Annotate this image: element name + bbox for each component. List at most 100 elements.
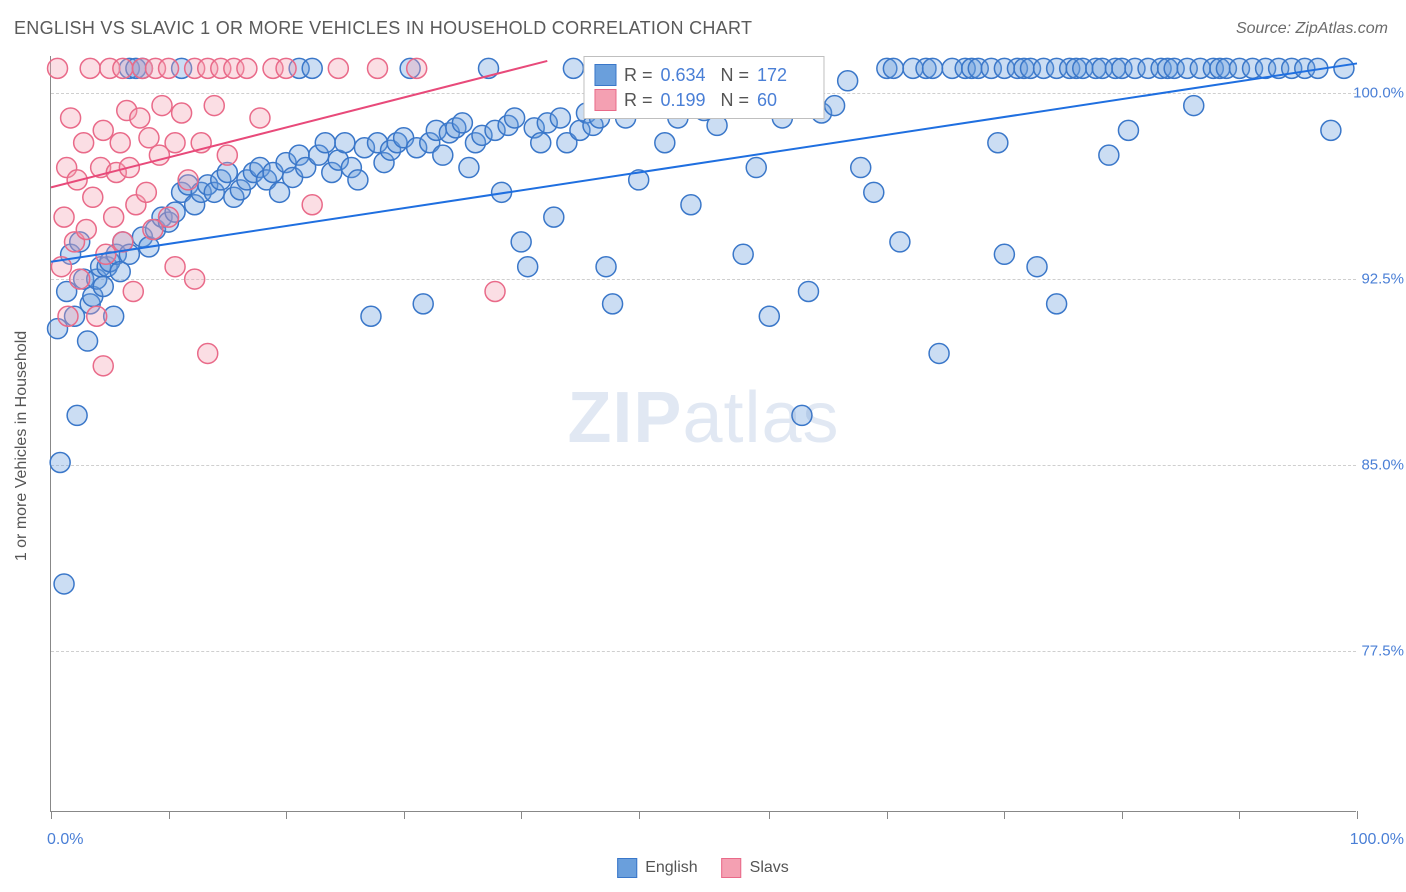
data-point xyxy=(1184,96,1204,116)
scatter-svg xyxy=(51,56,1356,811)
data-point xyxy=(78,331,98,351)
slavs-swatch-icon xyxy=(722,858,742,878)
data-point xyxy=(54,207,74,227)
legend-label-slavs: Slavs xyxy=(750,859,789,877)
data-point xyxy=(407,58,427,78)
data-point xyxy=(185,269,205,289)
data-point xyxy=(988,133,1008,153)
data-point xyxy=(550,108,570,128)
data-point xyxy=(165,133,185,153)
data-point xyxy=(994,244,1014,264)
data-point xyxy=(93,356,113,376)
data-point xyxy=(603,294,623,314)
bottom-legend: English Slavs xyxy=(617,858,789,878)
x-start-label: 0.0% xyxy=(47,831,83,849)
data-point xyxy=(93,277,113,297)
data-point xyxy=(531,133,551,153)
data-point xyxy=(250,108,270,128)
data-point xyxy=(54,574,74,594)
data-point xyxy=(1027,257,1047,277)
data-point xyxy=(890,232,910,252)
data-point xyxy=(759,306,779,326)
data-point xyxy=(178,170,198,190)
data-point xyxy=(929,343,949,363)
plot-area: 77.5%85.0%92.5%100.0% ZIPatlas R = 0.634… xyxy=(50,56,1356,812)
data-point xyxy=(413,294,433,314)
data-point xyxy=(139,128,159,148)
chart-container: ENGLISH VS SLAVIC 1 OR MORE VEHICLES IN … xyxy=(0,0,1406,892)
y-tick-label: 85.0% xyxy=(1361,456,1404,473)
data-point xyxy=(361,306,381,326)
data-point xyxy=(83,187,103,207)
data-point xyxy=(80,58,100,78)
data-point xyxy=(825,96,845,116)
data-point xyxy=(681,195,701,215)
slavs-n-value: 60 xyxy=(757,90,809,111)
data-point xyxy=(159,207,179,227)
chart-title: ENGLISH VS SLAVIC 1 OR MORE VEHICLES IN … xyxy=(14,18,752,39)
data-point xyxy=(518,257,538,277)
data-point xyxy=(61,108,81,128)
data-point xyxy=(459,158,479,178)
data-point xyxy=(198,343,218,363)
legend-item-english: English xyxy=(617,858,697,878)
data-point xyxy=(1099,145,1119,165)
data-point xyxy=(123,281,143,301)
data-point xyxy=(792,405,812,425)
data-point xyxy=(1047,294,1067,314)
data-point xyxy=(93,120,113,140)
data-point xyxy=(1118,120,1138,140)
data-point xyxy=(136,182,156,202)
data-point xyxy=(563,58,583,78)
data-point xyxy=(302,58,322,78)
english-r-value: 0.634 xyxy=(661,65,713,86)
data-point xyxy=(165,257,185,277)
data-point xyxy=(113,58,133,78)
data-point xyxy=(733,244,753,264)
data-point xyxy=(596,257,616,277)
english-swatch xyxy=(594,64,616,86)
data-point xyxy=(276,58,296,78)
data-point xyxy=(335,133,355,153)
y-axis-title: 1 or more Vehicles in Household xyxy=(13,331,31,561)
data-point xyxy=(452,113,472,133)
data-point xyxy=(302,195,322,215)
data-point xyxy=(864,182,884,202)
data-point xyxy=(368,58,388,78)
legend-row-english: R = 0.634 N = 172 xyxy=(594,64,809,86)
data-point xyxy=(104,207,124,227)
data-point xyxy=(74,133,94,153)
data-point xyxy=(130,108,150,128)
data-point xyxy=(1321,120,1341,140)
data-point xyxy=(50,453,70,473)
data-point xyxy=(433,145,453,165)
legend-item-slavs: Slavs xyxy=(722,858,789,878)
data-point xyxy=(923,58,943,78)
data-point xyxy=(851,158,871,178)
x-end-label: 100.0% xyxy=(1350,831,1404,849)
data-point xyxy=(746,158,766,178)
data-point xyxy=(217,145,237,165)
data-point xyxy=(67,405,87,425)
data-point xyxy=(58,306,78,326)
source-label: Source: ZipAtlas.com xyxy=(1236,20,1388,38)
data-point xyxy=(655,133,675,153)
data-point xyxy=(544,207,564,227)
data-point xyxy=(883,58,903,78)
data-point xyxy=(348,170,368,190)
y-tick-label: 77.5% xyxy=(1361,642,1404,659)
slavs-r-value: 0.199 xyxy=(661,90,713,111)
data-point xyxy=(70,269,90,289)
data-point xyxy=(798,281,818,301)
data-point xyxy=(838,71,858,91)
data-point xyxy=(159,58,179,78)
data-point xyxy=(1334,58,1354,78)
data-point xyxy=(485,281,505,301)
data-point xyxy=(204,96,224,116)
y-tick-label: 92.5% xyxy=(1361,271,1404,288)
slavs-swatch xyxy=(594,89,616,111)
data-point xyxy=(152,96,172,116)
data-point xyxy=(511,232,531,252)
data-point xyxy=(328,58,348,78)
english-swatch-icon xyxy=(617,858,637,878)
